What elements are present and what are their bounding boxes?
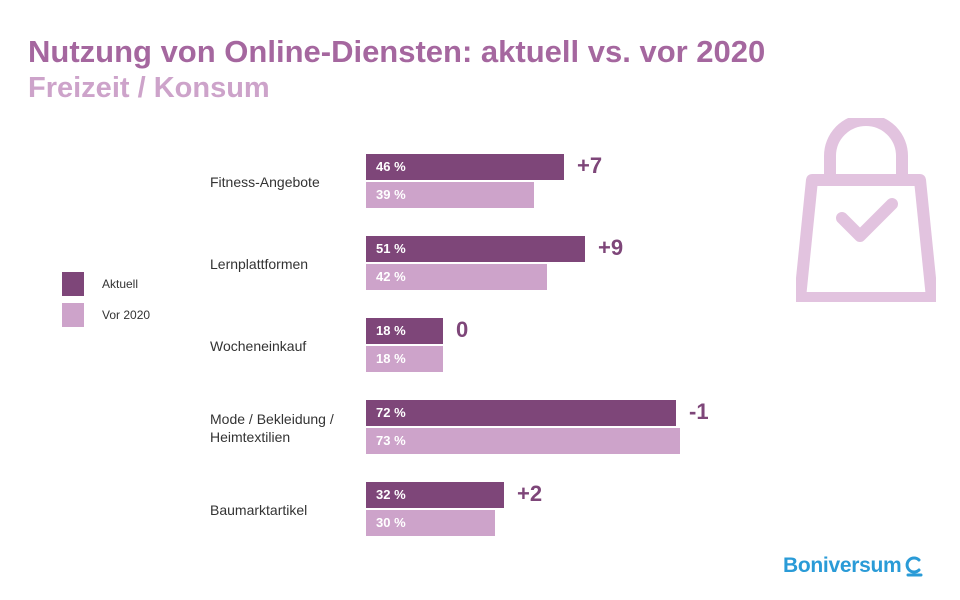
brand-logo: Boniversum (783, 554, 924, 578)
bar-vor-2020-wocheneinkauf: 18 % (366, 346, 443, 372)
bar-aktuell-fitness-angebote: 46 % (366, 154, 564, 180)
bar-value-label: 39 % (376, 187, 406, 202)
delta-label-mode-bekleidung: -1 (689, 399, 709, 424)
bar-value-label: 46 % (376, 159, 406, 174)
bar-value-label: 51 % (376, 241, 406, 256)
category-label-lernplattformen: Lernplattformen (210, 256, 309, 272)
delta-label-baumarktartikel: +2 (517, 481, 543, 506)
legend-label-aktuell: Aktuell (102, 277, 139, 291)
delta-label-fitness-angebote: +7 (577, 153, 603, 178)
category-label-wocheneinkauf: Wocheneinkauf (210, 338, 307, 354)
bar-aktuell-wocheneinkauf: 18 % (366, 318, 443, 344)
bar-value-label: 18 % (376, 351, 406, 366)
category-label-mode-bekleidung: Mode / Bekleidung / Heimtextilien (210, 411, 334, 445)
bar-aktuell-baumarktartikel: 32 % (366, 482, 504, 508)
bar-aktuell-mode-bekleidung: 72 % (366, 400, 676, 426)
bar-aktuell-lernplattformen: 51 % (366, 236, 585, 262)
bar-value-label: 32 % (376, 487, 406, 502)
bar-vor-2020-lernplattformen: 42 % (366, 264, 547, 290)
legend-label-vor-2020: Vor 2020 (102, 308, 151, 322)
bar-vor-2020-baumarktartikel: 30 % (366, 510, 495, 536)
brand-mark-icon (906, 556, 923, 577)
page-title: Nutzung von Online-Diensten: aktuell vs.… (28, 34, 766, 69)
category-label-baumarktartikel: Baumarktartikel (210, 502, 308, 518)
category-label-fitness-angebote: Fitness-Angebote (210, 174, 320, 190)
bar-value-label: 42 % (376, 269, 406, 284)
bar-vor-2020-mode-bekleidung: 73 % (366, 428, 680, 454)
legend-swatch-vor-2020 (62, 303, 84, 327)
shopping-bag-check-icon (796, 118, 936, 302)
brand-name: Boniversum (783, 554, 902, 577)
delta-label-wocheneinkauf: 0 (456, 317, 469, 342)
bar-value-label: 73 % (376, 433, 406, 448)
bar-value-label: 72 % (376, 405, 406, 420)
legend-swatch-aktuell (62, 272, 84, 296)
bar-value-label: 18 % (376, 323, 406, 338)
delta-label-lernplattformen: +9 (598, 235, 624, 260)
page-subtitle: Freizeit / Konsum (28, 72, 270, 104)
bar-vor-2020-fitness-angebote: 39 % (366, 182, 534, 208)
bar-value-label: 30 % (376, 515, 406, 530)
